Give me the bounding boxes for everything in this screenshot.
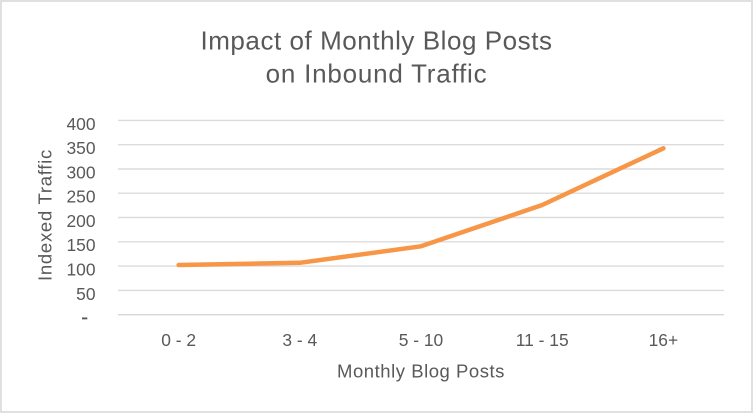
svg-text:3 - 4: 3 - 4 (282, 330, 317, 350)
svg-text:16+: 16+ (649, 330, 679, 350)
svg-text:50: 50 (76, 284, 95, 304)
svg-text:150: 150 (66, 235, 95, 255)
svg-text:Impact of Monthly Blog Posts: Impact of Monthly Blog Posts (200, 25, 552, 55)
svg-text:on Inbound Traffic: on Inbound Traffic (266, 59, 488, 89)
svg-text:250: 250 (66, 187, 95, 207)
svg-text:400: 400 (66, 114, 95, 134)
svg-text:Monthly Blog Posts: Monthly Blog Posts (337, 361, 505, 382)
svg-text:200: 200 (66, 211, 95, 231)
svg-text:300: 300 (66, 162, 95, 182)
svg-text:0 - 2: 0 - 2 (161, 330, 196, 350)
svg-text:100: 100 (66, 260, 95, 280)
svg-text:350: 350 (66, 138, 95, 158)
svg-text:Indexed Traffic: Indexed Traffic (35, 149, 56, 281)
svg-text:11 - 15: 11 - 15 (516, 330, 569, 350)
svg-text:5 - 10: 5 - 10 (399, 330, 443, 350)
